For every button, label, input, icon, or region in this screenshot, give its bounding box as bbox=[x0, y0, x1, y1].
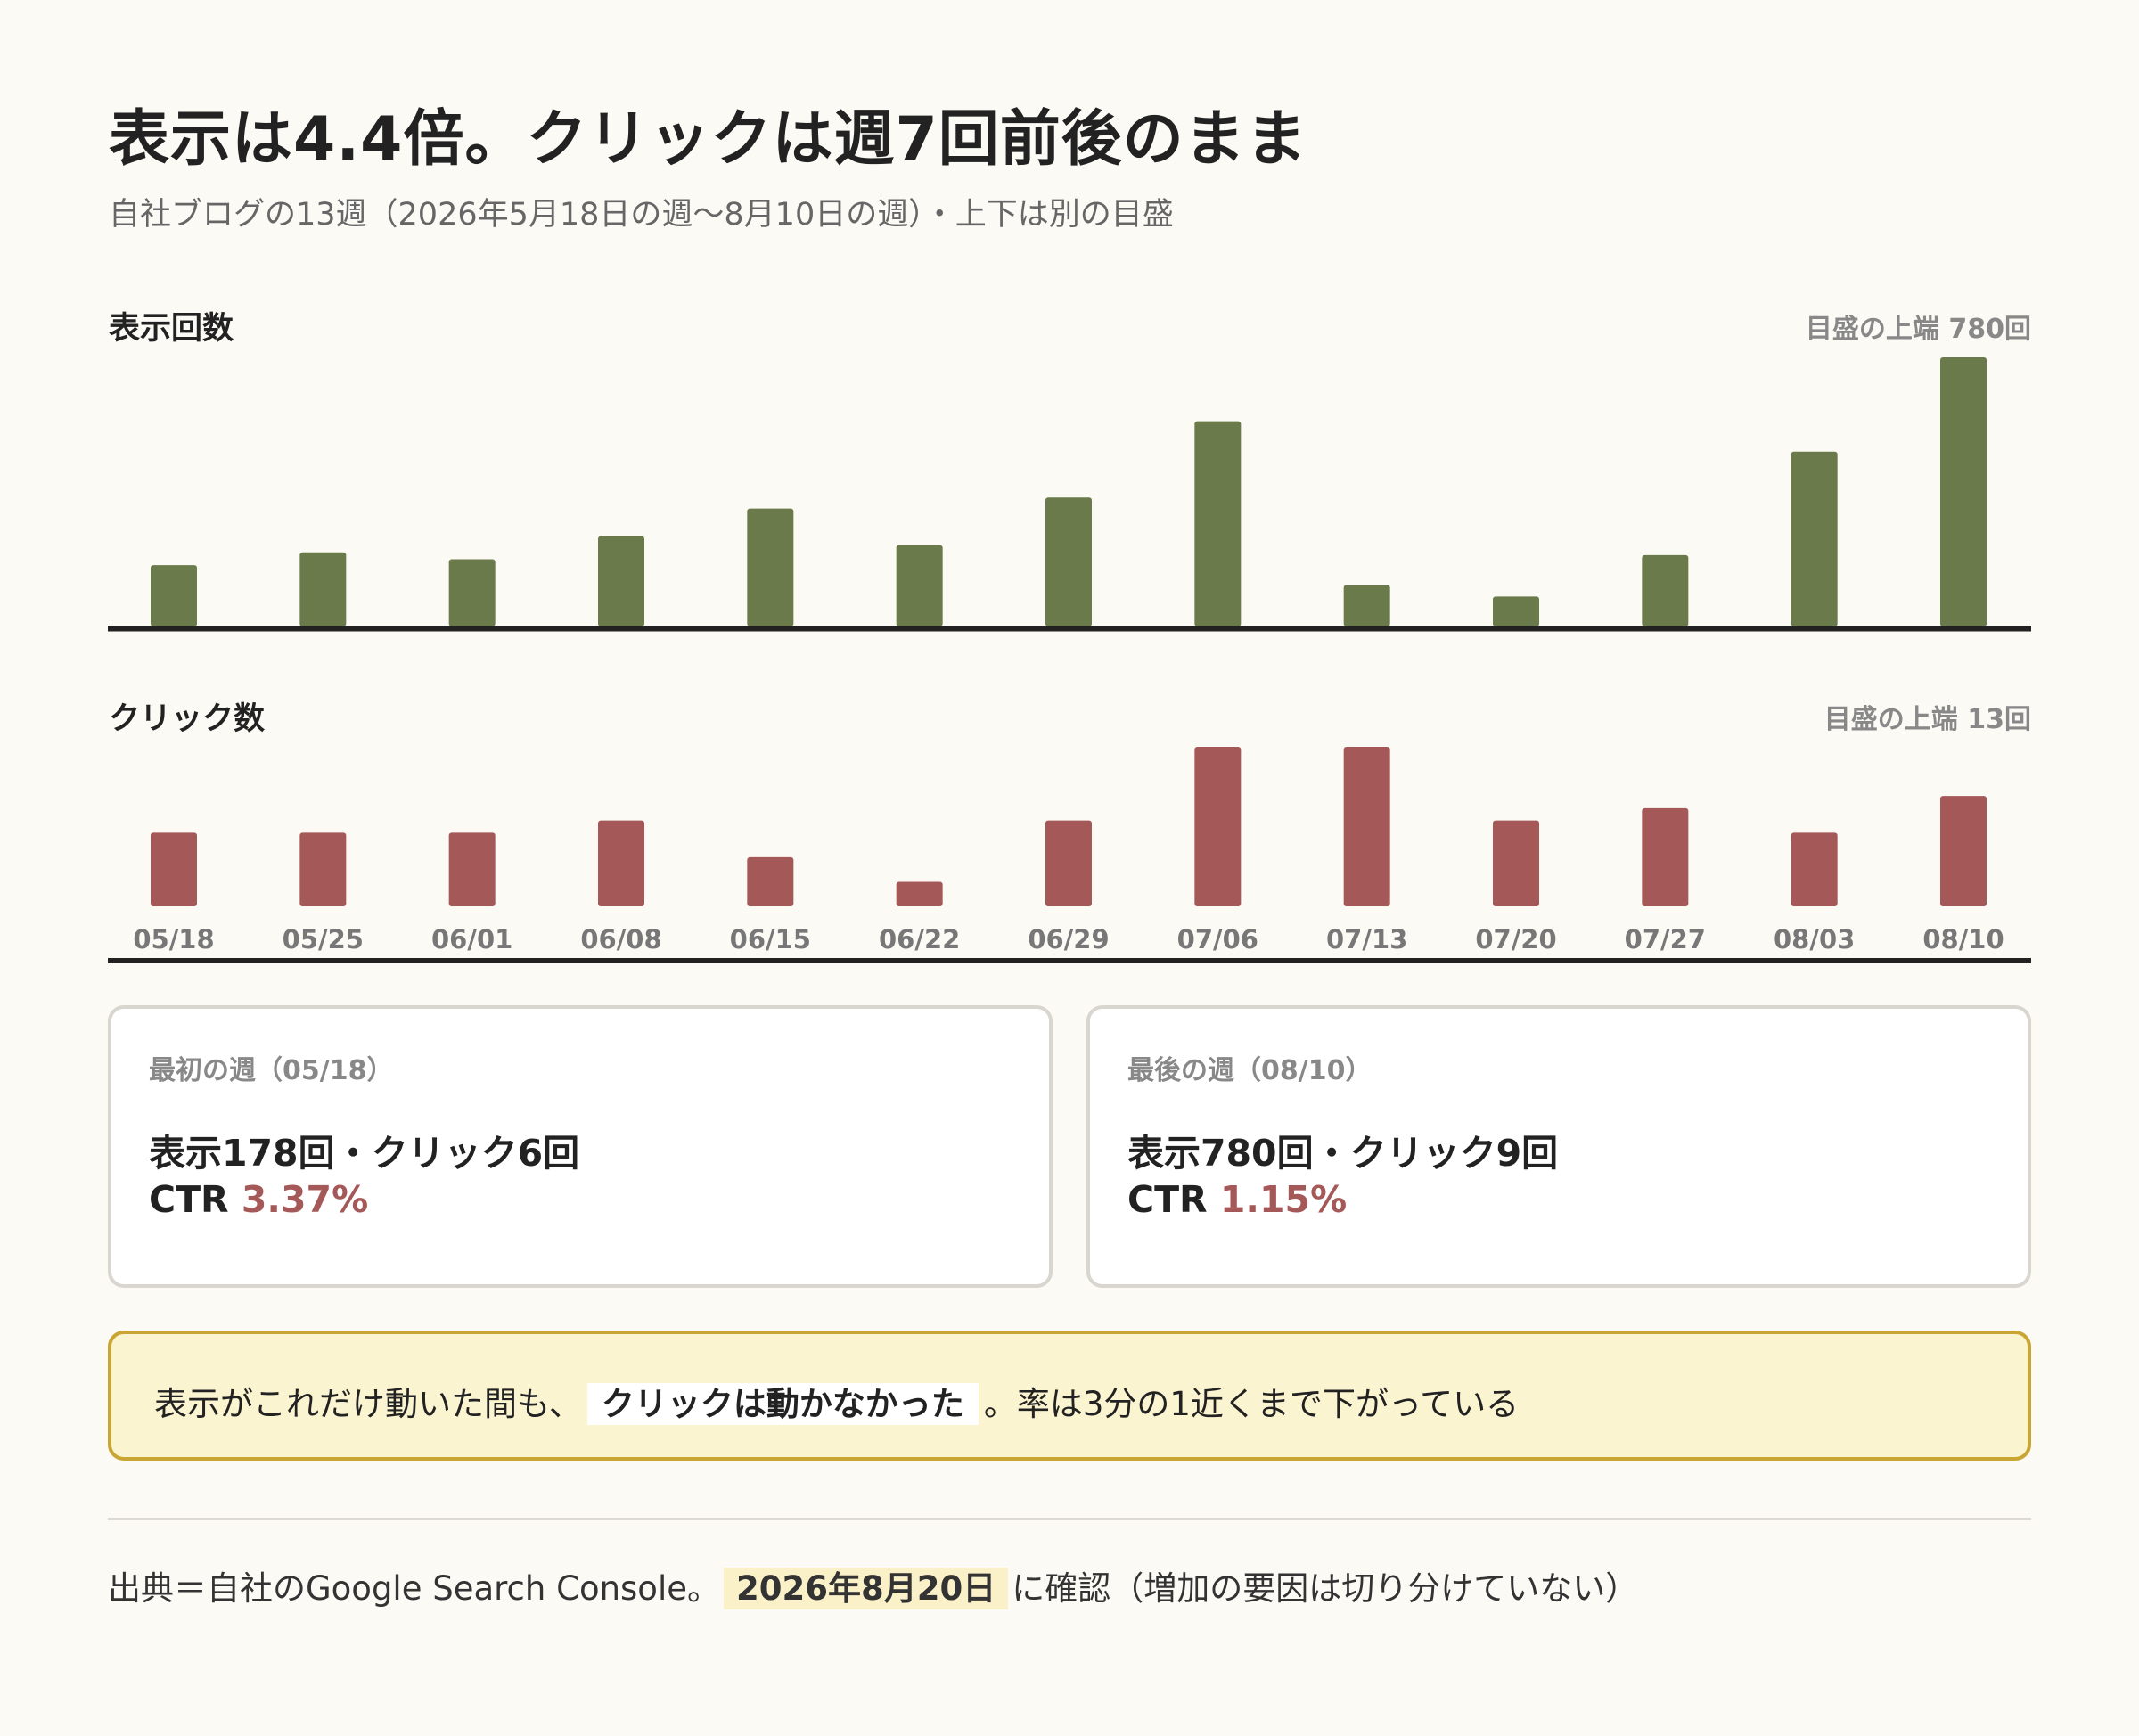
bar-charts: 05/18 05/25 06/01 06/08 06/15 06/22 06/29 07/06… bbox=[108, 357, 2031, 963]
x-tick-label: 06/22 bbox=[879, 924, 960, 954]
x-tick-label: 07/06 bbox=[1177, 924, 1258, 954]
clicks-panel-label: クリック数 bbox=[109, 701, 266, 737]
ctr-label: CTR bbox=[149, 1178, 242, 1221]
clicks-bar-06-01 bbox=[448, 832, 496, 906]
clicks-bar-06-08 bbox=[598, 820, 644, 906]
impressions-bar-07-13 bbox=[1343, 585, 1390, 626]
clicks-bar-05-18 bbox=[151, 832, 197, 906]
clicks-bar-08-03 bbox=[1791, 832, 1838, 906]
clicks-bars bbox=[151, 747, 1987, 906]
impressions-bar-07-20 bbox=[1493, 596, 1539, 626]
x-tick-label: 06/01 bbox=[431, 924, 512, 954]
callout-highlight: クリックは動かなかった bbox=[586, 1383, 979, 1425]
source-note: 出典＝自社のGoogle Search Console。 2026年8月20日 に確… bbox=[108, 1561, 1638, 1609]
impressions-bar-07-06 bbox=[1194, 421, 1242, 626]
x-tick-label: 08/10 bbox=[1922, 924, 2004, 954]
callout-text-after: 。率は3分の1近くまで下がっている bbox=[983, 1385, 1520, 1423]
callout-box: 表示がこれだけ動いた間も、 クリックは動かなかった 。率は3分の1近くまで下がってい… bbox=[108, 1331, 2031, 1461]
x-tick-label: 05/25 bbox=[283, 924, 364, 954]
last-week-ctr: CTR 1.15% bbox=[1127, 1178, 1347, 1221]
first-week-ctr: CTR 3.37% bbox=[149, 1178, 368, 1221]
impressions-bar-08-03 bbox=[1791, 451, 1838, 626]
impressions-bar-05-25 bbox=[299, 552, 347, 626]
page-title: 表示は4.4倍。クリックは週7回前後のまま bbox=[109, 104, 1307, 175]
clicks-bar-06-22 bbox=[896, 881, 943, 906]
clicks-scale-note: 目盛の上端 13回 bbox=[1823, 704, 2031, 735]
clicks-bar-07-13 bbox=[1343, 747, 1390, 906]
source-date: 2026年8月20日 bbox=[724, 1568, 1009, 1609]
x-tick-label: 06/08 bbox=[580, 924, 661, 954]
impressions-bars bbox=[151, 357, 1987, 626]
x-tick-label: 05/18 bbox=[133, 924, 214, 954]
x-tick-label: 07/20 bbox=[1475, 924, 1556, 954]
last-week-summary: 表示780回・クリック9回 bbox=[1127, 1132, 1559, 1175]
impressions-bar-07-27 bbox=[1642, 554, 1689, 626]
impressions-bar-05-18 bbox=[151, 565, 197, 626]
source-text-after: に確認（増加の要因は切り分けていない） bbox=[1012, 1569, 1639, 1608]
clicks-bar-08-10 bbox=[1940, 796, 1987, 906]
callout-text-before: 表示がこれだけ動いた間も、 bbox=[154, 1385, 582, 1423]
x-tick-label: 07/13 bbox=[1326, 924, 1407, 954]
callout-text: 表示がこれだけ動いた間も、 クリックは動かなかった 。率は3分の1近くまで下がってい… bbox=[154, 1377, 1519, 1425]
x-tick-label: 06/15 bbox=[730, 924, 811, 954]
x-tick-label: 06/29 bbox=[1028, 924, 1109, 954]
last-week-card: 最後の週（08/10） 表示780回・クリック9回 CTR 1.15% bbox=[1086, 1005, 2031, 1288]
impressions-bar-06-15 bbox=[747, 508, 794, 626]
clicks-bar-07-27 bbox=[1642, 807, 1689, 906]
impressions-scale-note: 目盛の上端 780回 bbox=[1805, 314, 2031, 345]
last-week-card-title: 最後の週（08/10） bbox=[1127, 1055, 1373, 1086]
source-text-before: 出典＝自社のGoogle Search Console。 bbox=[108, 1569, 720, 1608]
first-week-card-title: 最初の週（05/18） bbox=[149, 1055, 394, 1086]
impressions-bar-06-08 bbox=[598, 536, 644, 626]
page-subtitle: 自社ブログの13週（2026年5月18日の週〜8月10日の週）・上下は別の目盛 bbox=[109, 197, 1174, 233]
last-week-ctr-value: 1.15% bbox=[1219, 1178, 1348, 1221]
clicks-bar-07-20 bbox=[1493, 820, 1539, 906]
x-tick-label: 08/03 bbox=[1774, 924, 1855, 954]
first-week-ctr-value: 3.37% bbox=[241, 1178, 369, 1221]
clicks-bar-06-29 bbox=[1045, 820, 1092, 906]
divider bbox=[108, 1518, 2031, 1520]
x-tick-labels: 05/18 05/25 06/01 06/08 06/15 06/22 06/29 07/06… bbox=[133, 924, 2004, 954]
impressions-bar-06-01 bbox=[448, 559, 496, 626]
clicks-bar-06-15 bbox=[747, 856, 794, 906]
impressions-bar-06-29 bbox=[1045, 497, 1092, 626]
x-tick-label: 07/27 bbox=[1625, 924, 1706, 954]
impressions-panel-label: 表示回数 bbox=[109, 311, 234, 347]
first-week-summary: 表示178回・クリック6回 bbox=[149, 1132, 580, 1175]
ctr-label: CTR bbox=[1127, 1178, 1220, 1221]
first-week-card: 最初の週（05/18） 表示178回・クリック6回 CTR 3.37% bbox=[108, 1005, 1053, 1288]
clicks-bar-07-06 bbox=[1194, 747, 1242, 906]
impressions-bar-06-22 bbox=[896, 545, 943, 626]
clicks-bar-05-25 bbox=[299, 832, 347, 906]
impressions-bar-08-10 bbox=[1940, 357, 1987, 626]
